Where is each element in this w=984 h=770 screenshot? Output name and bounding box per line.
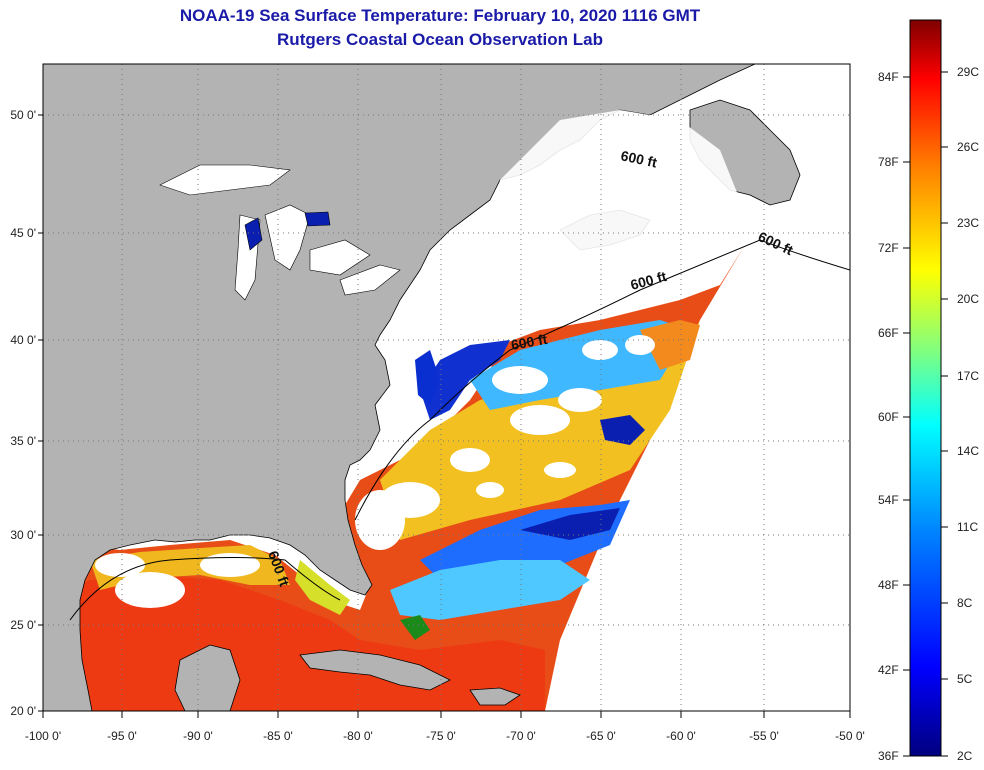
longitude-label: -75 0' [426, 729, 456, 743]
colorbar-c-label: 14C [957, 444, 980, 458]
longitude-label: -65 0' [586, 729, 616, 743]
colorbar-f-label: 36F [878, 749, 899, 763]
longitude-label: -55 0' [749, 729, 779, 743]
colorbar-c-label: 23C [957, 216, 980, 230]
cold-core [520, 508, 620, 540]
cold-eddy [600, 415, 645, 445]
colorbar-f-label: 48F [878, 578, 899, 592]
longitude-label: -100 0' [25, 729, 61, 743]
contour-label: 600 ft [619, 147, 658, 170]
colorbar-f-label: 60F [878, 410, 899, 424]
colorbar-c-label: 29C [957, 65, 980, 79]
colorbar-c-label: 8C [957, 596, 973, 610]
colorbar-f-label: 78F [878, 155, 899, 169]
longitude-label: -85 0' [263, 729, 293, 743]
latitude-axis: 50 0' 45 0' 40 0' 35 0' 30 0' 25 0' 20 0' [10, 108, 43, 718]
plot-frame [42, 63, 851, 712]
colorbar-c-label: 20C [957, 292, 980, 306]
latitude-label: 40 0' [10, 333, 36, 347]
colorbar-c-label: 5C [957, 672, 973, 686]
latitude-label: 45 0' [10, 226, 36, 240]
northeast-cloud [470, 110, 740, 320]
colorbar-f-label: 54F [878, 493, 899, 507]
contour-label: 600 ft [510, 331, 549, 353]
cuba-land [299, 649, 451, 691]
latitude-label: 35 0' [10, 434, 36, 448]
longitude-label: -70 0' [506, 729, 536, 743]
map-subtitle: Rutgers Coastal Ocean Observation Lab [277, 30, 603, 49]
longitude-label: -60 0' [666, 729, 696, 743]
colorbar-c-label: 11C [957, 520, 979, 534]
hispaniola-land [469, 687, 521, 706]
cool-transition [390, 560, 590, 620]
longitude-label: -80 0' [343, 729, 373, 743]
cloud-cover [95, 335, 655, 608]
600ft-contour [69, 239, 850, 621]
colorbar-c-label: 26C [957, 140, 980, 154]
colorbar-f-label: 72F [878, 241, 899, 255]
colorbar-ticks [903, 71, 948, 757]
longitude-label: -95 0' [107, 729, 137, 743]
colorbar [909, 19, 942, 757]
latitude-label: 50 0' [10, 108, 36, 122]
longitude-label: -90 0' [183, 729, 213, 743]
latitude-label: 25 0' [10, 618, 36, 632]
colorbar-c-label: 17C [957, 369, 980, 383]
colorbar-f-label: 84F [878, 70, 899, 84]
florida-shelf [295, 560, 350, 615]
bahamas [400, 615, 430, 640]
colorbar-f-label: 42F [878, 663, 899, 677]
colorbar-c-label: 2C [957, 749, 973, 763]
latitude-label: 30 0' [10, 528, 36, 542]
coastal-cold-water [420, 340, 510, 420]
warm-eddy [640, 320, 700, 370]
longitude-axis: -100 0' -95 0' -90 0' -85 0' -80 0' -75 0' -70… [25, 711, 865, 743]
colorbar-f-label: 66F [878, 326, 899, 340]
great-lakes [159, 164, 401, 301]
chesapeake-water [415, 350, 440, 405]
latitude-label: 20 0' [10, 704, 36, 718]
yucatan-land [174, 644, 241, 711]
map-title: NOAA-19 Sea Surface Temperature: Februar… [179, 6, 701, 25]
longitude-label: -50 0' [835, 729, 865, 743]
